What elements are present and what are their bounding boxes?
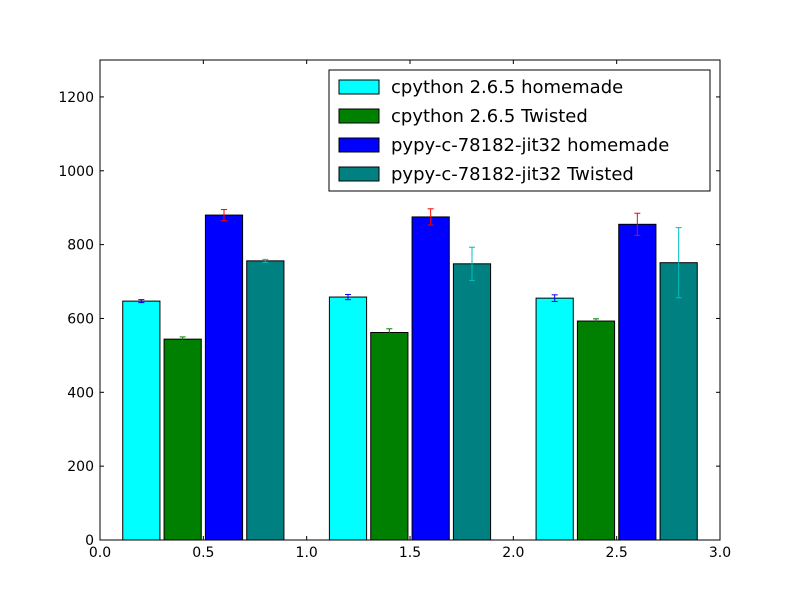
error-bar (386, 328, 393, 337)
bar (122, 300, 161, 541)
bar (328, 296, 368, 541)
error-bars-layer (138, 208, 682, 342)
legend-swatch (338, 108, 380, 124)
bar (163, 338, 202, 541)
error-bar (551, 294, 558, 302)
legend-swatch (338, 79, 380, 95)
y-tick-label: 200 (67, 459, 94, 475)
bars-layer (122, 214, 698, 541)
error-bar (345, 293, 351, 301)
legend-label: pypy-c-78182-jit32 homemade (391, 135, 669, 156)
error-bar (593, 318, 599, 324)
bar (659, 262, 698, 541)
error-bar (469, 246, 475, 281)
bar (246, 260, 285, 541)
bar (204, 214, 244, 541)
y-tick-label: 400 (67, 385, 94, 401)
legend-swatch (338, 166, 380, 182)
bar (370, 331, 409, 541)
y-tick-label: 1200 (58, 90, 94, 106)
x-tick-label: 1.5 (399, 545, 421, 561)
x-axis: 0.0 0.5 1.0 1.5 2.0 2.5 3.0 (89, 60, 731, 561)
y-tick-label: 600 (67, 311, 94, 327)
bar (576, 320, 616, 541)
error-bar (675, 227, 682, 299)
x-tick-label: 2.5 (606, 545, 628, 561)
error-bar (138, 299, 145, 304)
x-tick-label: 1.0 (296, 545, 318, 561)
bar (452, 263, 492, 541)
y-axis: 0 200 400 600 800 1000 1200 (58, 90, 720, 549)
legend-label: cpython 2.6.5 Twisted (391, 106, 588, 127)
legend-box (328, 69, 711, 192)
legend-label: pypy-c-78182-jit32 Twisted (391, 164, 634, 185)
y-tick-label: 800 (67, 238, 94, 254)
y-tick-label: 0 (85, 533, 94, 549)
error-bar (427, 208, 434, 226)
error-bar (221, 209, 227, 222)
x-tick-label: 2.0 (502, 545, 524, 561)
x-tick-label: 0.5 (192, 545, 214, 561)
legend-swatch (338, 137, 380, 153)
legend-label: cpython 2.6.5 homemade (391, 77, 623, 98)
legend: cpython 2.6.5 homemade cpython 2.6.5 Twis… (328, 69, 711, 192)
error-bar (262, 258, 269, 263)
error-bar (179, 336, 186, 342)
error-bar (634, 212, 641, 236)
bar (535, 297, 574, 541)
x-tick-label: 3.0 (709, 545, 731, 561)
y-tick-label: 1000 (58, 164, 94, 180)
bar (618, 223, 657, 541)
x-tick-label: 0.0 (89, 545, 111, 561)
bar (411, 216, 450, 541)
